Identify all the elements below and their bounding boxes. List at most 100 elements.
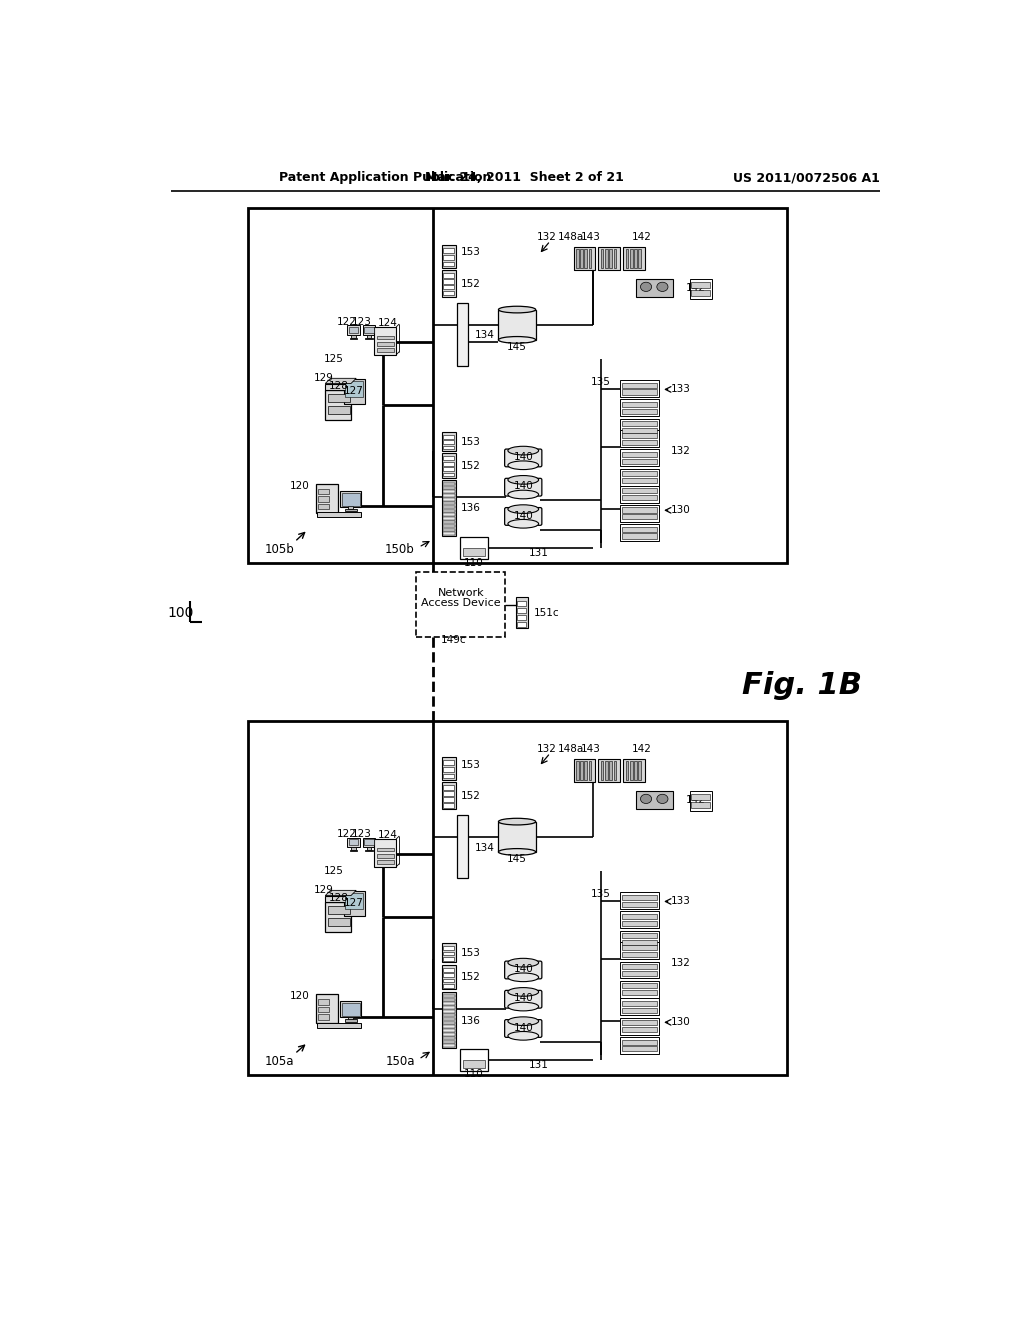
FancyBboxPatch shape	[442, 1034, 455, 1035]
FancyBboxPatch shape	[621, 430, 658, 447]
Ellipse shape	[656, 795, 668, 804]
FancyBboxPatch shape	[345, 892, 364, 909]
FancyBboxPatch shape	[621, 981, 658, 998]
FancyBboxPatch shape	[622, 409, 657, 413]
FancyBboxPatch shape	[442, 491, 455, 492]
FancyBboxPatch shape	[442, 525, 455, 527]
FancyBboxPatch shape	[621, 1018, 658, 1035]
FancyBboxPatch shape	[458, 304, 468, 367]
FancyBboxPatch shape	[349, 840, 358, 845]
FancyBboxPatch shape	[344, 891, 365, 916]
FancyBboxPatch shape	[634, 762, 637, 780]
FancyBboxPatch shape	[691, 289, 710, 296]
FancyBboxPatch shape	[442, 781, 456, 809]
FancyBboxPatch shape	[377, 847, 394, 851]
FancyBboxPatch shape	[573, 759, 595, 781]
FancyBboxPatch shape	[442, 1018, 455, 1020]
FancyBboxPatch shape	[443, 457, 455, 461]
FancyBboxPatch shape	[622, 533, 657, 539]
FancyBboxPatch shape	[691, 281, 710, 288]
FancyBboxPatch shape	[443, 957, 455, 961]
Ellipse shape	[640, 795, 651, 804]
Text: 122: 122	[337, 317, 356, 327]
FancyBboxPatch shape	[366, 850, 373, 851]
FancyBboxPatch shape	[326, 384, 351, 391]
FancyBboxPatch shape	[351, 847, 356, 850]
FancyBboxPatch shape	[622, 945, 657, 950]
FancyBboxPatch shape	[622, 451, 657, 457]
Text: 140: 140	[513, 1023, 534, 1032]
Text: 153: 153	[461, 760, 481, 770]
FancyBboxPatch shape	[443, 946, 455, 950]
FancyBboxPatch shape	[442, 480, 456, 536]
FancyBboxPatch shape	[624, 247, 645, 271]
FancyBboxPatch shape	[499, 821, 536, 851]
FancyBboxPatch shape	[318, 1015, 329, 1019]
FancyBboxPatch shape	[622, 507, 657, 512]
FancyBboxPatch shape	[622, 515, 657, 519]
FancyBboxPatch shape	[458, 816, 468, 878]
FancyBboxPatch shape	[585, 762, 587, 780]
FancyBboxPatch shape	[622, 964, 657, 969]
FancyBboxPatch shape	[365, 327, 374, 333]
Text: 153: 153	[461, 247, 481, 257]
FancyBboxPatch shape	[621, 1038, 658, 1053]
FancyBboxPatch shape	[377, 348, 394, 351]
FancyBboxPatch shape	[443, 952, 455, 956]
FancyBboxPatch shape	[622, 1027, 657, 1032]
FancyBboxPatch shape	[505, 1019, 542, 1038]
FancyBboxPatch shape	[365, 840, 374, 845]
FancyBboxPatch shape	[499, 310, 536, 339]
Text: 132: 132	[537, 744, 556, 754]
FancyBboxPatch shape	[442, 993, 456, 1048]
FancyBboxPatch shape	[605, 762, 607, 780]
Text: 142: 142	[632, 232, 651, 242]
FancyBboxPatch shape	[443, 462, 455, 466]
FancyBboxPatch shape	[622, 389, 657, 395]
FancyBboxPatch shape	[505, 990, 542, 1008]
FancyBboxPatch shape	[342, 492, 360, 506]
FancyBboxPatch shape	[345, 508, 356, 511]
FancyBboxPatch shape	[443, 255, 455, 260]
Text: 130: 130	[671, 1018, 690, 1027]
Text: 136: 136	[461, 503, 481, 513]
Ellipse shape	[508, 461, 539, 470]
FancyBboxPatch shape	[340, 1001, 361, 1018]
FancyBboxPatch shape	[609, 249, 612, 268]
FancyBboxPatch shape	[505, 449, 542, 467]
FancyBboxPatch shape	[442, 995, 455, 998]
FancyBboxPatch shape	[443, 983, 455, 987]
Text: Access Device: Access Device	[422, 598, 501, 609]
Text: 125: 125	[324, 354, 343, 363]
Text: 136: 136	[461, 1016, 481, 1026]
FancyBboxPatch shape	[442, 271, 456, 297]
FancyBboxPatch shape	[442, 517, 455, 520]
FancyBboxPatch shape	[443, 292, 455, 296]
FancyBboxPatch shape	[442, 965, 456, 989]
Text: 124: 124	[378, 318, 397, 329]
FancyBboxPatch shape	[248, 721, 786, 1074]
FancyBboxPatch shape	[349, 850, 357, 851]
FancyBboxPatch shape	[622, 990, 657, 995]
FancyBboxPatch shape	[318, 488, 329, 494]
FancyBboxPatch shape	[340, 491, 361, 507]
Text: 123: 123	[352, 829, 372, 840]
Text: 123: 123	[352, 317, 372, 327]
FancyBboxPatch shape	[345, 380, 364, 397]
FancyBboxPatch shape	[443, 804, 455, 808]
Ellipse shape	[508, 504, 539, 513]
Text: 151c: 151c	[535, 607, 560, 618]
FancyBboxPatch shape	[630, 249, 633, 268]
Ellipse shape	[508, 973, 539, 982]
Ellipse shape	[640, 282, 651, 292]
FancyBboxPatch shape	[442, 432, 456, 451]
FancyBboxPatch shape	[442, 521, 455, 524]
FancyBboxPatch shape	[505, 478, 542, 496]
FancyBboxPatch shape	[634, 249, 637, 268]
FancyBboxPatch shape	[609, 762, 612, 780]
Text: US 2011/0072506 A1: US 2011/0072506 A1	[733, 172, 880, 185]
FancyBboxPatch shape	[691, 801, 710, 808]
FancyBboxPatch shape	[621, 942, 658, 960]
FancyBboxPatch shape	[621, 469, 658, 486]
FancyBboxPatch shape	[621, 418, 658, 436]
